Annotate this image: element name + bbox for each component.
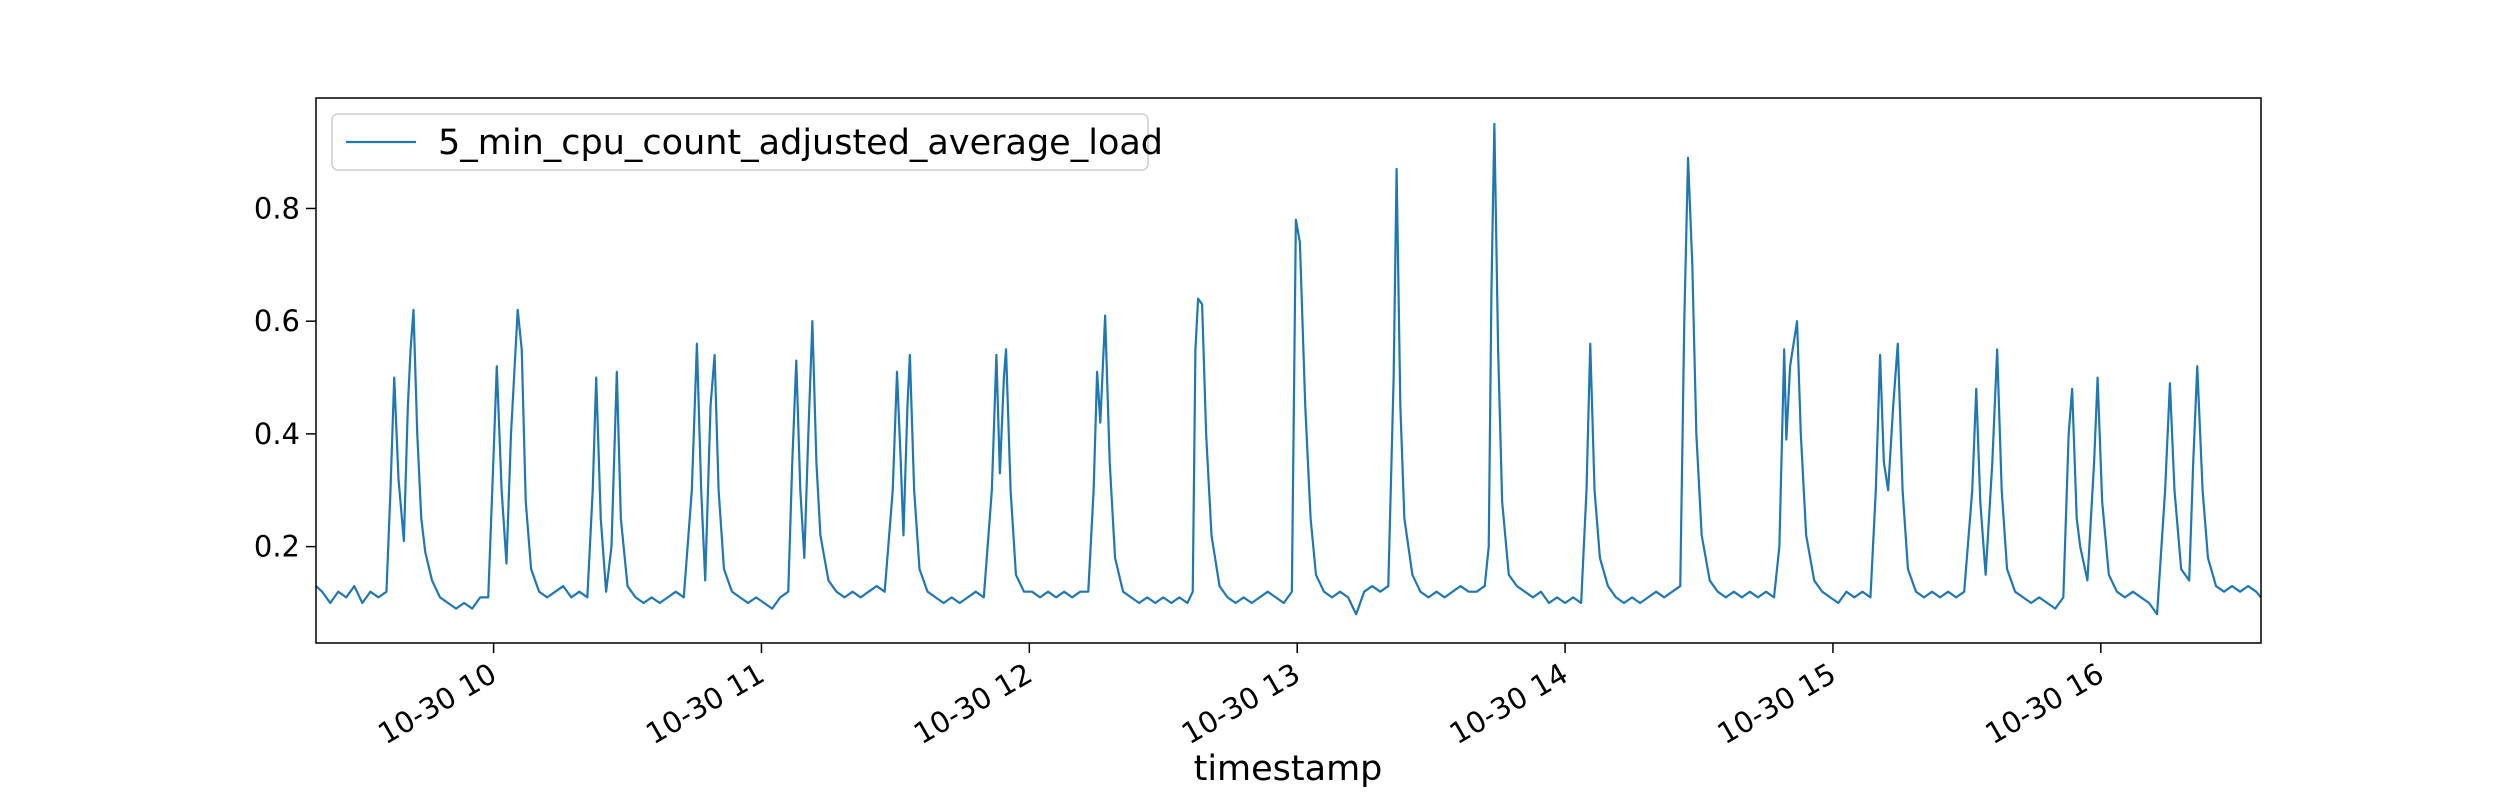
y-tick-label: 0.8 — [254, 191, 300, 225]
x-axis-label: timestamp — [1194, 749, 1383, 789]
y-tick-label: 0.4 — [254, 417, 300, 451]
y-tick-label: 0.6 — [254, 304, 300, 338]
plot-frame — [315, 97, 2262, 644]
data-line — [315, 122, 2262, 616]
legend-label: 5_min_cpu_count_adjusted_average_load — [438, 123, 1163, 163]
y-tick-label: 0.2 — [254, 530, 300, 564]
legend-box — [331, 113, 1149, 171]
